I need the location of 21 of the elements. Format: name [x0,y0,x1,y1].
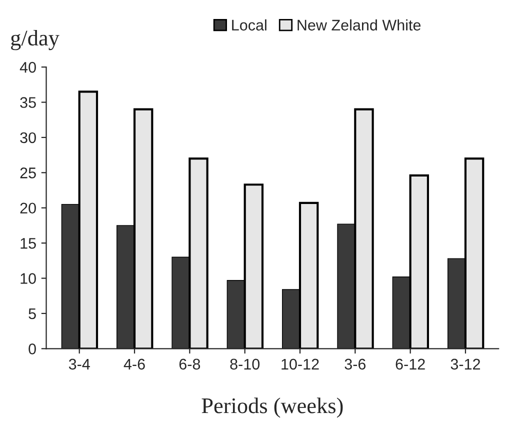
y-tick-label: 35 [20,97,36,108]
y-tick-label: 25 [20,168,36,178]
legend-label: New Zeland White [298,19,421,31]
x-tick-label: 3-6 [344,358,366,370]
x-tick-label: 6-12 [396,358,425,370]
y-tick-label: 30 [20,132,36,144]
y-tick-label: 0 [28,344,36,354]
x-tick-label: 8-10 [230,358,260,370]
y-tick-label: 20 [20,202,36,214]
y-tick-label: 40 [20,62,36,73]
x-tick-label: 4-6 [124,358,145,370]
x-tick-label: 3-4 [68,358,90,370]
y-axis-title: g/day [11,30,60,50]
x-tick-label: 10-12 [282,358,319,370]
legend-label: Local [232,19,266,31]
y-tick-label: 15 [20,238,36,249]
x-tick-label: 6-8 [179,358,200,370]
x-tick-label: 3-12 [450,358,480,370]
y-tick-label: 10 [20,273,36,284]
y-tick-label: 5 [28,308,36,320]
x-axis-title: Periods (weeks) [202,398,343,418]
